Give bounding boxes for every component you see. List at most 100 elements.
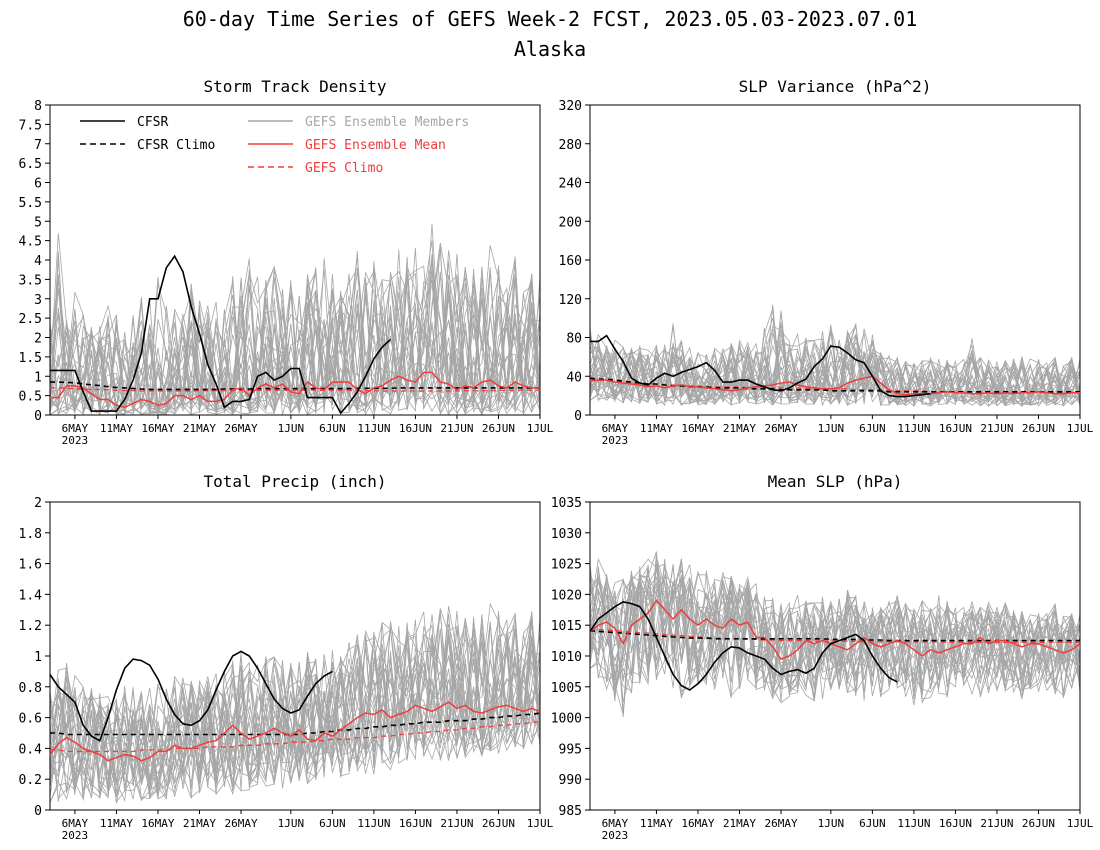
cfsr-line xyxy=(50,254,392,415)
member-line xyxy=(589,325,1081,407)
legend-label: CFSR xyxy=(137,115,168,130)
gefs-climo-line xyxy=(50,387,540,392)
x-tick-label: 11MAY xyxy=(100,817,133,830)
x-tick-label: 11JUN xyxy=(357,422,390,435)
y-tick-label: 7 xyxy=(34,138,42,153)
y-tick-label: 5.5 xyxy=(19,196,42,211)
gefs-climo-line xyxy=(589,628,1080,644)
member-line xyxy=(49,619,541,797)
x-year-label: 2023 xyxy=(602,829,629,842)
y-tick-label: 1005 xyxy=(551,681,582,696)
chart-title: Mean SLP (hPa) xyxy=(768,472,903,491)
y-tick-label: 1 xyxy=(34,650,42,665)
legend: CFSR CFSR Climo GEFS Ensemble Members GEFS … xyxy=(80,115,469,176)
x-tick-label: 26JUN xyxy=(482,817,515,830)
ensemble-members xyxy=(49,602,541,804)
y-tick-label: 2.5 xyxy=(19,312,42,327)
cfsr-line xyxy=(589,600,898,691)
ensemble-mean-line xyxy=(589,599,1081,661)
x-tick-label: 21MAY xyxy=(183,422,216,435)
x-tick-label: 26JUN xyxy=(1022,817,1055,830)
x-tick-label: 6JUN xyxy=(319,422,346,435)
y-tick-label: 1000 xyxy=(551,712,582,727)
legend-label: GEFS Ensemble Mean xyxy=(305,138,446,153)
y-tick-label: 1.2 xyxy=(19,619,42,634)
y-tick-label: 990 xyxy=(559,773,582,788)
y-tick-label: 0.8 xyxy=(19,681,42,696)
x-tick-label: 21JUN xyxy=(440,422,473,435)
y-tick-label: 240 xyxy=(559,177,582,192)
x-tick-label: 16MAY xyxy=(141,422,174,435)
x-tick-label: 1JUN xyxy=(818,422,845,435)
y-tick-label: 0 xyxy=(34,804,42,819)
x-tick-label: 21JUN xyxy=(440,817,473,830)
x-tick-label: 26MAY xyxy=(224,817,257,830)
x-tick-label: 16JUN xyxy=(939,422,972,435)
member-line xyxy=(49,602,541,803)
chart-panel: Total Precip (inch) 0 0.2 0.4 0.6 0.8 1 1.2 1.4 1… xyxy=(19,472,554,842)
member-line xyxy=(589,574,1081,700)
y-tick-label: 985 xyxy=(559,804,582,819)
chart-title: Storm Track Density xyxy=(203,77,386,96)
y-tick-label: 120 xyxy=(559,293,582,308)
ensemble-mean-line xyxy=(50,371,540,409)
y-tick-label: 1035 xyxy=(551,496,582,511)
x-tick-label: 11JUN xyxy=(897,422,930,435)
y-tick-label: 0.4 xyxy=(19,742,43,757)
x-tick-label: 21JUN xyxy=(980,422,1013,435)
x-year-label: 2023 xyxy=(62,829,89,842)
y-tick-label: 1 xyxy=(34,370,42,385)
legend-label: GEFS Climo xyxy=(305,161,383,176)
chart-title: SLP Variance (hPa^2) xyxy=(739,77,932,96)
x-tick-label: 6JUN xyxy=(319,817,346,830)
x-tick-label: 1JUL xyxy=(527,817,554,830)
x-tick-label: 16MAY xyxy=(681,422,714,435)
y-tick-label: 8 xyxy=(34,99,42,114)
member-line xyxy=(49,267,541,415)
cfsr-climo-line xyxy=(50,712,541,736)
x-tick-label: 1JUN xyxy=(278,422,305,435)
y-tick-label: 0.2 xyxy=(19,773,42,788)
y-tick-label: 0.5 xyxy=(19,390,42,405)
y-tick-label: 6.5 xyxy=(19,157,42,172)
member-line xyxy=(49,610,541,795)
y-tick-label: 1025 xyxy=(551,558,582,573)
ensemble-mean-line xyxy=(49,701,541,762)
y-tick-label: 1.6 xyxy=(19,558,42,573)
x-tick-label: 1JUL xyxy=(1067,422,1094,435)
x-tick-label: 26MAY xyxy=(764,422,797,435)
y-tick-label: 0 xyxy=(34,409,42,424)
member-line xyxy=(589,327,1081,406)
y-tick-label: 1015 xyxy=(551,619,582,634)
x-tick-label: 6JUN xyxy=(859,817,886,830)
x-tick-label: 1JUN xyxy=(818,817,845,830)
x-tick-label: 21MAY xyxy=(723,817,756,830)
x-tick-label: 21MAY xyxy=(183,817,216,830)
ensemble-members xyxy=(49,223,541,416)
chart-panel: Storm Track Density 0 0.5 1 1.5 2 2.5 3 3.5 4 4.5 5… xyxy=(19,77,554,447)
chart-title: Total Precip (inch) xyxy=(203,472,386,491)
y-tick-label: 3 xyxy=(34,293,42,308)
chart-panel: Mean SLP (hPa) 985 990 995 1000 1005 1010 1015 1… xyxy=(551,472,1094,842)
x-tick-label: 16JUN xyxy=(399,422,432,435)
x-tick-label: 16MAY xyxy=(681,817,714,830)
y-tick-label: 6 xyxy=(34,177,42,192)
chart-panel: SLP Variance (hPa^2) 0 40 80 120 160 200 240 280… xyxy=(559,77,1094,447)
x-tick-label: 6MAY xyxy=(602,817,629,830)
y-tick-label: 5 xyxy=(34,215,42,230)
member-line xyxy=(49,273,541,414)
member-line xyxy=(49,267,541,416)
x-tick-label: 6MAY xyxy=(62,817,89,830)
y-tick-label: 4.5 xyxy=(19,235,42,250)
y-tick-label: 160 xyxy=(559,254,582,269)
x-year-label: 2023 xyxy=(602,434,629,447)
y-tick-label: 4 xyxy=(34,254,42,269)
member-line xyxy=(589,558,1081,696)
ensemble-mean-line xyxy=(589,375,1080,396)
x-tick-label: 11MAY xyxy=(100,422,133,435)
member-line xyxy=(589,323,1081,406)
member-line xyxy=(49,614,541,799)
member-line xyxy=(589,324,1081,407)
x-tick-label: 26JUN xyxy=(1022,422,1055,435)
